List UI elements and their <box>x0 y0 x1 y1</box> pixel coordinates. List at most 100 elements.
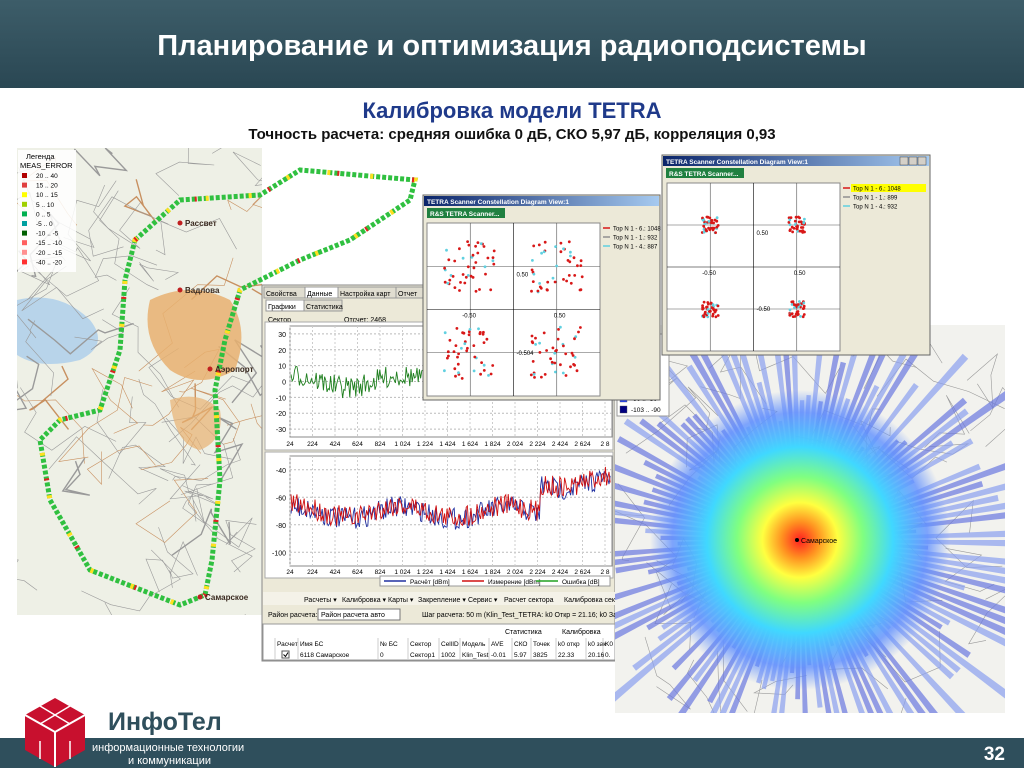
constellation-point <box>796 226 799 229</box>
constellation-point <box>570 351 574 355</box>
constellation-point <box>486 256 490 260</box>
x-tick-label: 2 224 <box>529 569 546 576</box>
toolbar-item: Расчет сектора <box>504 597 554 604</box>
axis-tick-label: -0.50 <box>757 307 771 313</box>
constellation-point <box>798 229 802 233</box>
constellation-point <box>576 264 579 268</box>
constellation-point <box>443 280 447 284</box>
road <box>111 287 179 408</box>
y-tick-label: 30 <box>278 332 286 339</box>
constellation-point <box>797 220 801 224</box>
constellation-point <box>713 310 717 314</box>
road <box>970 386 1005 447</box>
legend-item: -40 .. -20 <box>36 259 62 266</box>
constellation-point <box>446 281 450 285</box>
table-cell: -0.01 <box>491 652 506 659</box>
constellation-point <box>471 253 475 257</box>
legend-item: Top N 1 - 4.: 887 <box>613 245 658 251</box>
x-tick-label: 824 <box>375 441 386 448</box>
y-tick-label: -10 <box>276 395 286 402</box>
legend-swatch <box>22 201 27 207</box>
place-label: Рассвет <box>185 219 217 228</box>
axis-tick-label: 0.50 <box>794 271 806 277</box>
legend-item: -5 .. 0 <box>36 221 53 228</box>
constellation-point <box>556 337 560 341</box>
subtab-label: Графики <box>268 304 296 311</box>
road <box>232 151 262 187</box>
constellation-point <box>492 249 496 253</box>
road <box>96 389 147 455</box>
constellation-point <box>543 240 547 244</box>
legend-item: -15 .. -10 <box>36 240 62 247</box>
legend-swatch <box>22 240 27 246</box>
constellation-point <box>565 279 568 283</box>
subtab <box>303 299 343 312</box>
constellation-point <box>553 351 557 355</box>
coverage-ray <box>800 540 966 713</box>
constellation-point <box>452 350 456 353</box>
x-tick-label: 24 <box>286 441 294 448</box>
road <box>99 190 159 291</box>
road <box>123 179 158 224</box>
table-header: AVE <box>491 641 504 648</box>
road <box>172 438 241 482</box>
constellation-point <box>455 327 459 330</box>
title-bar <box>424 196 659 206</box>
x-tick-label: 424 <box>330 569 341 576</box>
constellation-point <box>487 374 490 377</box>
constellation-point <box>537 243 541 247</box>
constellation-point <box>445 248 448 252</box>
constellation-point <box>562 247 565 251</box>
table-cell: 6118 Самарское <box>300 652 350 659</box>
table-cell: 5.97 <box>514 652 527 659</box>
road <box>190 387 241 445</box>
constellation-point <box>703 310 707 314</box>
constellation-point <box>716 224 720 227</box>
constellation-point <box>463 342 467 346</box>
legend-box <box>18 150 76 272</box>
constellation-point <box>714 231 717 235</box>
place-label: Аэропорт <box>215 365 254 374</box>
constellation-point <box>550 360 554 364</box>
constellation-point <box>798 300 801 303</box>
constellation-point <box>788 223 792 227</box>
road <box>218 345 262 397</box>
constellation-point <box>470 255 474 259</box>
city <box>170 396 221 450</box>
y-tick-label: 10 <box>278 364 286 371</box>
constellation-point <box>708 310 711 313</box>
constellation-point <box>569 250 572 254</box>
window-button <box>899 156 909 166</box>
constellation-point <box>802 313 806 316</box>
constellation-point <box>795 310 799 314</box>
constellation-point <box>538 341 541 345</box>
legend-swatch <box>22 192 27 198</box>
constellation-point <box>801 315 805 319</box>
constellation-point <box>472 344 476 347</box>
legend-item: 5 .. 10 <box>36 202 54 209</box>
x-tick-label: 1 824 <box>484 441 501 448</box>
constellation-point <box>579 259 583 263</box>
constellation-point <box>714 315 718 319</box>
constellation-point <box>559 241 563 245</box>
y-tick-label: -20 <box>276 411 286 418</box>
x-tick-label: 1 624 <box>462 569 479 576</box>
road <box>81 549 181 612</box>
constellation-point <box>711 314 715 318</box>
dropdown-value: Район расчета авто <box>321 611 385 619</box>
constellation-point <box>480 361 483 364</box>
tagline: информационные технологии <box>92 742 244 754</box>
legend-item: 15 .. 20 <box>36 183 58 190</box>
x-tick-label: 2 424 <box>552 569 569 576</box>
road <box>73 148 129 177</box>
legend-swatch <box>22 249 27 255</box>
constellation-point <box>792 303 796 307</box>
constellation-point <box>482 363 486 367</box>
constellation-point <box>483 265 487 269</box>
constellation-point <box>555 264 558 268</box>
field-label: Сектор <box>268 317 291 324</box>
constellation-point <box>802 301 806 305</box>
x-tick-label: 1 424 <box>439 569 456 576</box>
road <box>27 318 134 355</box>
road <box>25 320 54 397</box>
